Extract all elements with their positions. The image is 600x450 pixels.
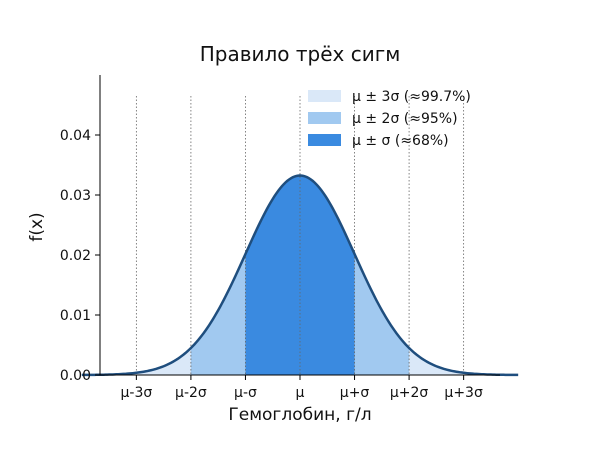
x-tick-label: μ — [296, 385, 305, 401]
y-tick-label: 0.04 — [60, 128, 91, 144]
legend: μ ± 3σ (≈99.7%) μ ± 2σ (≈95%) μ ± σ (≈68%) — [308, 89, 471, 149]
y-axis-label: f(x) — [27, 212, 47, 241]
plot-area — [81, 96, 519, 377]
legend-label-2: μ ± 2σ (≈95%) — [352, 111, 458, 127]
legend-swatch-1 — [308, 90, 341, 102]
x-tick-label: μ+2σ — [390, 385, 429, 401]
legend-swatch-3 — [308, 134, 341, 146]
y-tick-label: 0.03 — [60, 188, 91, 204]
y-tick-label: 0.01 — [60, 308, 91, 324]
x-tick-label: μ-2σ — [175, 385, 207, 401]
x-axis-label: Гемоглобин, г/л — [228, 405, 371, 425]
x-tick-label: μ-σ — [234, 385, 257, 401]
y-tick-label: 0.00 — [60, 368, 91, 384]
density-curve — [81, 174, 519, 377]
x-tick-label: μ-3σ — [120, 385, 152, 401]
chart-title: Правило трёх сигм — [200, 42, 401, 66]
legend-label-1: μ ± 3σ (≈99.7%) — [352, 89, 471, 105]
legend-swatch-2 — [308, 112, 341, 124]
y-tick-label: 0.02 — [60, 248, 91, 264]
axes: 0.00 0.01 0.02 0.03 0.04 μ-3σ μ-2σ μ-σ μ μ+σ μ+2σ μ… — [60, 75, 500, 401]
x-tick-label: μ+3σ — [444, 385, 483, 401]
legend-label-3: μ ± σ (≈68%) — [352, 133, 449, 149]
x-tick-label: μ+σ — [340, 385, 370, 401]
